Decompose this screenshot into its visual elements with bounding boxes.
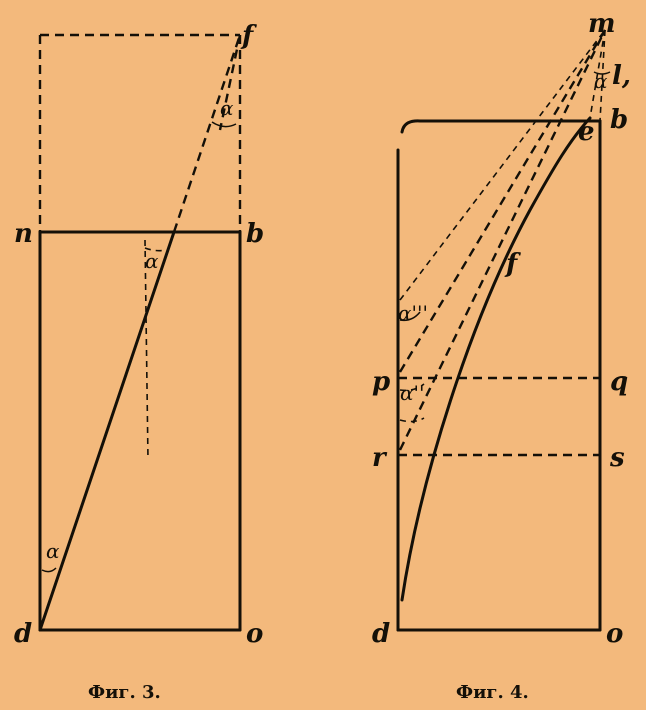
fig3-angle-label-bottom: α: [46, 539, 60, 563]
fig3-angle-label-top: α: [220, 96, 234, 120]
fig4-label-p: p: [372, 367, 390, 397]
fig4-dashed-m-r: [398, 29, 607, 451]
fig4-label-r: r: [372, 443, 388, 473]
fig3-plumb-line: [218, 34, 242, 131]
fig4-label-f: f: [504, 249, 521, 279]
fig3-diagonal-dashed: [172, 34, 242, 233]
fig4-angle-label-middle: α'': [400, 381, 425, 405]
fig4-angle-label-upper: α''': [398, 301, 428, 325]
fig4-dashed-m-mid: [399, 29, 606, 301]
figure-3: α α α n b f d o Фиг. 3.: [14, 21, 264, 703]
fig4-angle-label-top: α: [594, 69, 608, 93]
fig4-curve: [400, 116, 592, 602]
fig4-angle-arc-upper: [399, 311, 421, 322]
fig3-angle-label-mid: α: [145, 249, 159, 273]
fig4-label-l: l,: [612, 61, 631, 91]
figure-4: α α''' α'' m l, b e f p q r s d o Фиг. 4…: [372, 9, 631, 703]
fig3-label-n: n: [14, 219, 33, 249]
fig3-center-dashed: [144, 239, 149, 461]
fig4-angle-arc-middle: [399, 383, 425, 392]
fig4-label-q: q: [610, 367, 628, 397]
fig4-dashed-m-p: [398, 29, 607, 373]
fig3-label-d: d: [14, 619, 32, 649]
fig4-dashed-m-b: [599, 29, 606, 122]
fig4-angle-arc-lower: [399, 417, 425, 423]
fig3-label-o: o: [246, 619, 263, 649]
fig4-caption: Фиг. 4.: [456, 682, 529, 703]
fig3-angle-arc-bottom: [41, 567, 57, 573]
fig4-label-e: e: [578, 117, 595, 147]
fig4-label-s: s: [609, 443, 625, 473]
fig4-label-m: m: [588, 9, 616, 39]
fig3-label-f: f: [240, 21, 257, 51]
fig3-label-b: b: [246, 219, 264, 249]
fig3-angle-arc-top: [211, 121, 237, 128]
fig3-caption: Фиг. 3.: [88, 682, 161, 703]
fig4-label-o: o: [606, 619, 623, 649]
fig4-edge-top: [400, 119, 602, 134]
fig3-diagonal-solid: [38, 230, 176, 632]
fig3-angle-arc-mid: [144, 247, 167, 252]
fig4-label-b: b: [610, 105, 628, 135]
fig4-label-d: d: [372, 619, 390, 649]
fig4-angle-arc-top: [593, 71, 611, 75]
